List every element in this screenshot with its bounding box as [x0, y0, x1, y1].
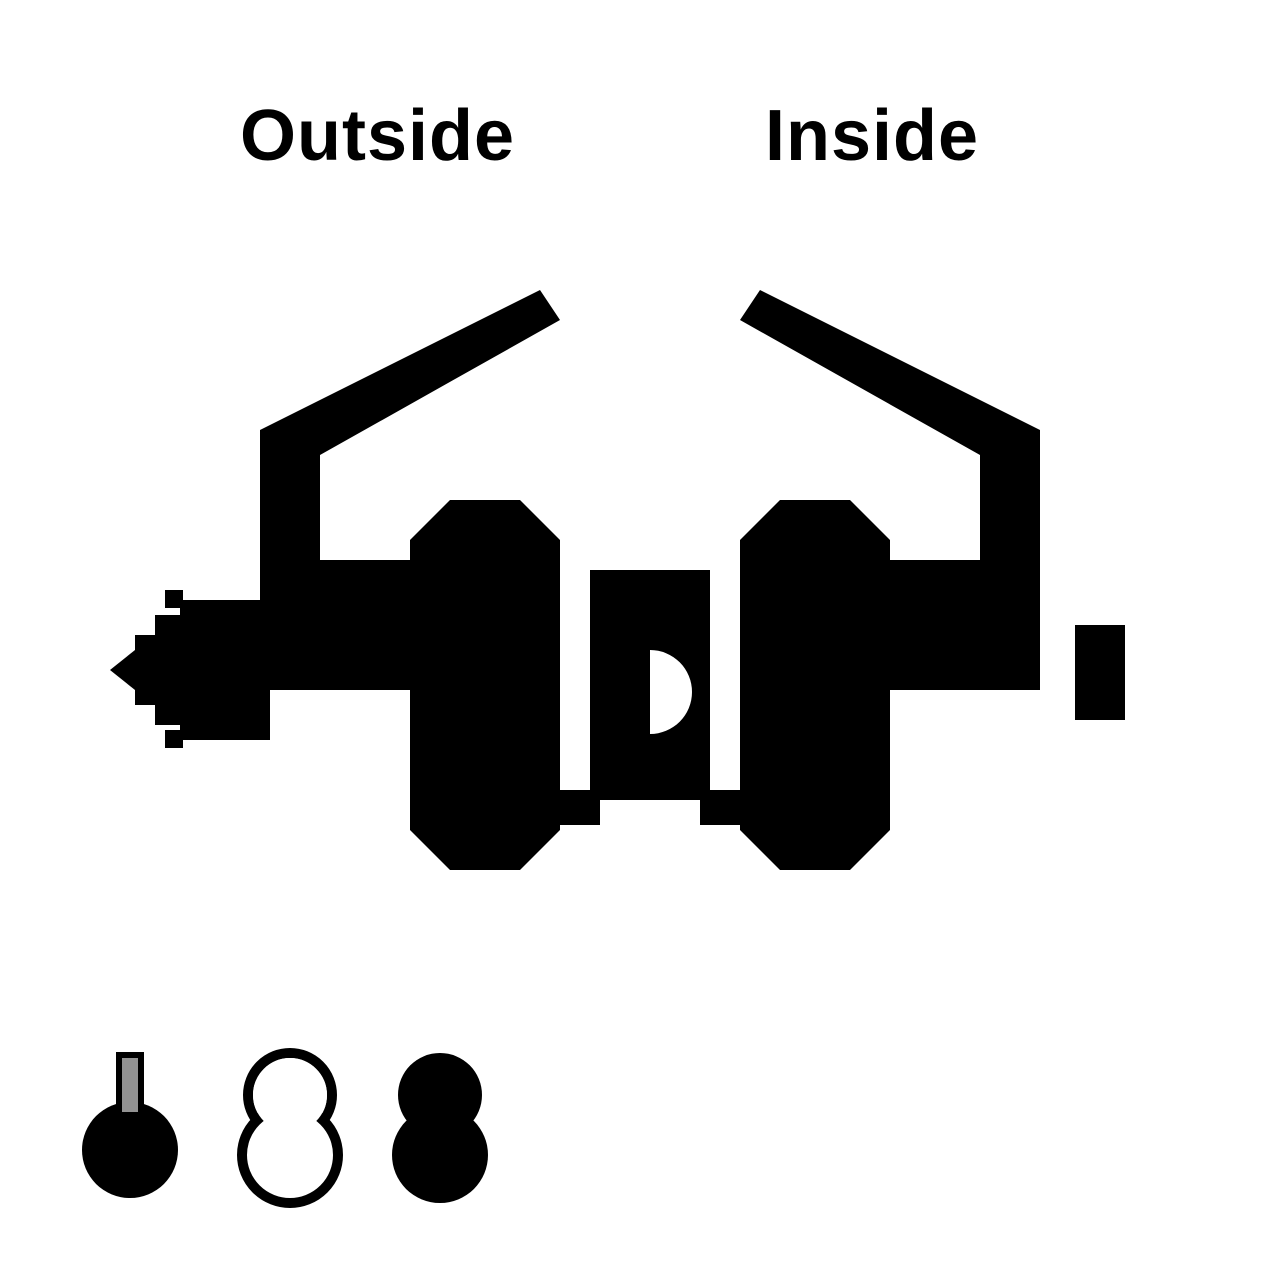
legend-double-cylinder-outline-icon	[242, 1053, 338, 1203]
legend-icons	[0, 0, 1280, 1280]
legend-double-cylinder-filled-icon	[392, 1053, 488, 1203]
diagram-canvas: Outside Inside	[0, 0, 1280, 1280]
legend-key-cylinder-icon	[82, 1055, 178, 1198]
